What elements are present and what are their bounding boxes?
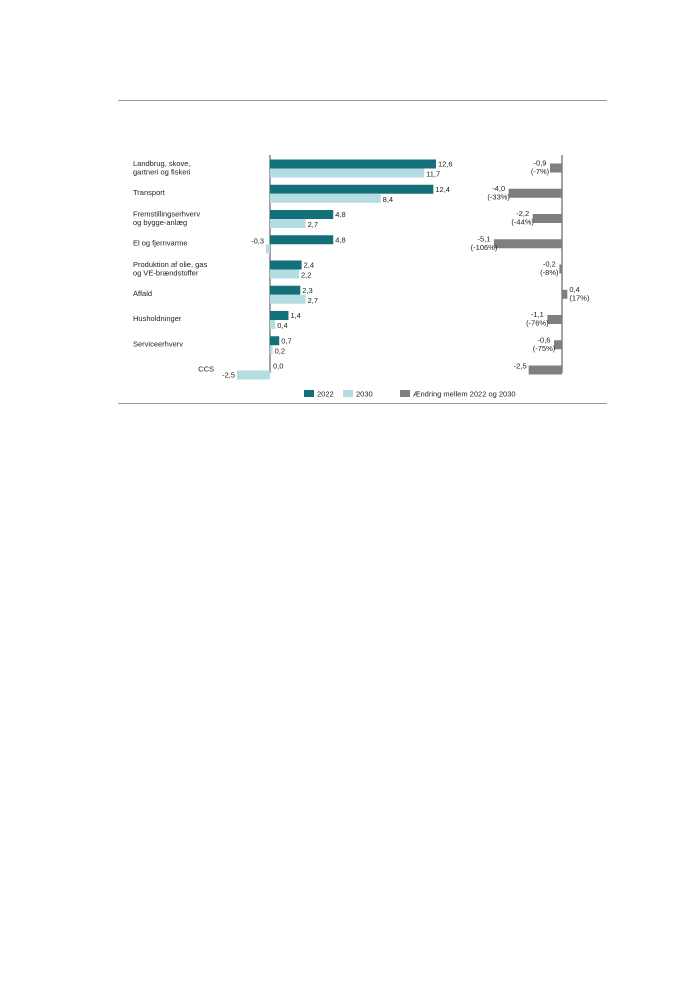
bar-2030-value: 2,7: [308, 220, 318, 229]
bar-2022: [270, 184, 434, 194]
bar-change-pct: (17%): [569, 293, 590, 302]
bar-change: [532, 214, 562, 223]
bar-change: [508, 188, 562, 198]
bar-2022-value: 12,4: [435, 185, 450, 194]
bar-2030-value: -2,5: [222, 371, 235, 380]
bar-change-value: -0,2: [543, 260, 556, 269]
bar-2030: [270, 294, 306, 304]
bar-2030: [270, 219, 306, 228]
legend-label: 2030: [356, 390, 373, 399]
bar-2030-value: 2,2: [301, 271, 311, 280]
bar-change-pct: (-7%): [531, 167, 550, 176]
bar-change: [528, 365, 562, 375]
category-label: El og fjernvarme: [133, 238, 188, 247]
bar-change-value: -1,1: [531, 310, 544, 319]
bar-2030: [270, 320, 276, 329]
bar-2022: [270, 311, 289, 320]
category-label: Landbrug, skove,: [133, 159, 191, 168]
category-label: gartneri og fiskeri: [133, 168, 191, 177]
bar-change: [554, 340, 562, 350]
bar-2030-value: 0,2: [275, 346, 285, 355]
category-labels: Landbrug, skove,gartneri og fiskeri Trans…: [133, 159, 214, 374]
bar-change-pct: (-76%): [526, 319, 549, 328]
bar-2022-value: 2,4: [304, 261, 314, 270]
change-bar-panel: -0,9(-7%) -4,0(-33%) -2,2(-44%) -5,1(-106%)…: [471, 155, 590, 375]
category-label: og VE-brændstoffer: [133, 269, 199, 278]
legend-swatch: [304, 390, 314, 397]
bar-2022: [270, 336, 280, 346]
bar-2030-value: 11,7: [426, 170, 440, 179]
bar-change: [559, 264, 562, 274]
bar-2030: [270, 269, 299, 279]
bar-change: [547, 315, 562, 324]
bar-2022-value: 0,7: [281, 336, 291, 345]
bar-change-value: -4,0: [492, 184, 505, 193]
bar-2022-value: 0,0: [273, 362, 283, 371]
bar-2030-value: 8,4: [383, 195, 393, 204]
bar-change: [494, 239, 562, 249]
category-label: Husholdninger: [133, 314, 182, 323]
bar-2022: [270, 260, 302, 270]
bar-change-value: -2,2: [516, 209, 529, 218]
category-label: Fremstillingserhverv: [133, 210, 200, 219]
bar-2030-value: -0,3: [251, 236, 264, 245]
bar-2030: [270, 345, 273, 355]
bar-2030-value: 0,4: [277, 321, 287, 330]
bar-change-value: 0,4: [569, 285, 579, 294]
category-label: CCS: [198, 365, 214, 374]
bar-2022-value: 1,4: [290, 311, 300, 320]
bar-2030: [266, 244, 270, 254]
category-label: Produktion af olie, gas: [133, 260, 207, 269]
category-label: og bygge-anlæg: [133, 218, 187, 227]
bar-2030: [237, 370, 270, 380]
bar-change-pct: (-44%): [511, 218, 534, 227]
bar-change-pct: (-106%): [471, 243, 498, 252]
legend: 2022 2030 Ændring mellem 2022 og 2030: [304, 390, 516, 399]
bar-2022: [270, 235, 334, 245]
bar-2030: [270, 168, 425, 178]
legend-label: Ændring mellem 2022 og 2030: [413, 390, 516, 399]
bar-change-pct: (-75%): [533, 344, 556, 353]
main-bar-panel: 12,611,712,48,44,82,74,8-0,32,42,22,32,7…: [222, 155, 453, 380]
bar-2022-value: 4,8: [335, 210, 345, 219]
bar-2022-value: 4,8: [335, 235, 345, 244]
bar-2022: [270, 159, 436, 169]
bar-2022: [270, 210, 334, 219]
legend-swatch: [343, 390, 353, 397]
bar-2030: [270, 193, 381, 203]
bar-change-pct: (-33%): [487, 192, 510, 201]
bar-2030-value: 2,7: [308, 296, 318, 305]
legend-swatch: [400, 390, 410, 397]
bar-change-value: -2,5: [514, 362, 527, 371]
bar-change-value: -5,1: [478, 234, 491, 243]
bar-change-value: -0,9: [534, 159, 547, 168]
bar-change: [550, 163, 562, 173]
bar-change-pct: (-8%): [540, 268, 559, 277]
category-label: Serviceerhverv: [133, 339, 183, 348]
category-label: Transport: [133, 188, 166, 197]
legend-label: 2022: [317, 390, 334, 399]
category-label: Affald: [133, 289, 152, 298]
bar-2022: [270, 285, 301, 295]
bar-change: [562, 289, 568, 299]
bar-2022-value: 12,6: [438, 160, 453, 169]
bar-change-value: -0,6: [538, 335, 551, 344]
bar-2022-value: 2,3: [302, 286, 312, 295]
